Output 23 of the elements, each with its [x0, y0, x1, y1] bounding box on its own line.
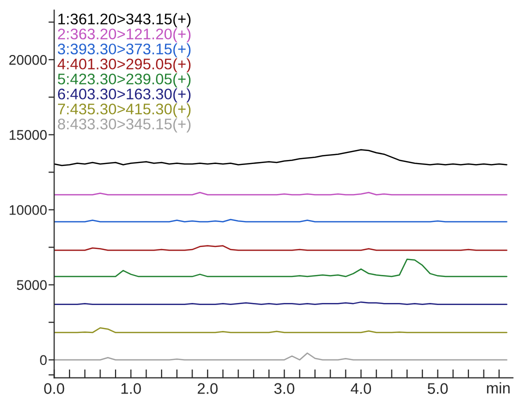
y-tick-label: 20000 — [9, 54, 47, 65]
text: 5:423.30>239.05(+) — [58, 73, 191, 88]
y-tick-label: 0 — [40, 355, 47, 366]
text: 2:363.20>121.20(+) — [58, 28, 191, 42]
x-tick-label: 5.0 — [428, 383, 448, 394]
x-axis-title: min — [487, 382, 510, 394]
text: 8:433.30>345.15(+) — [58, 118, 191, 132]
x-tick-label: 3.0 — [274, 383, 294, 394]
x-tick-label: 1.0 — [121, 383, 141, 394]
text: 3:393.30>373.15(+) — [58, 43, 191, 58]
x-tick-label: 0.0 — [44, 383, 64, 394]
text: 7:435.30>415.30(+) — [58, 103, 191, 118]
y-tick-label: 15000 — [10, 130, 47, 140]
text: 4:401.30>295.05(+) — [58, 58, 191, 72]
line-series — [54, 258, 508, 278]
text: 6:403.30>163.30(+) — [58, 88, 191, 102]
line-series — [54, 149, 508, 166]
y-tick-label: 10000 — [10, 205, 47, 215]
x-tick-label: 4.0 — [350, 383, 372, 394]
text: 1:361.20>343.15(+) — [58, 13, 191, 28]
x-tick-label: 2.0 — [198, 383, 218, 394]
y-tick-label: 5000 — [16, 280, 47, 290]
line-series — [54, 352, 508, 360]
